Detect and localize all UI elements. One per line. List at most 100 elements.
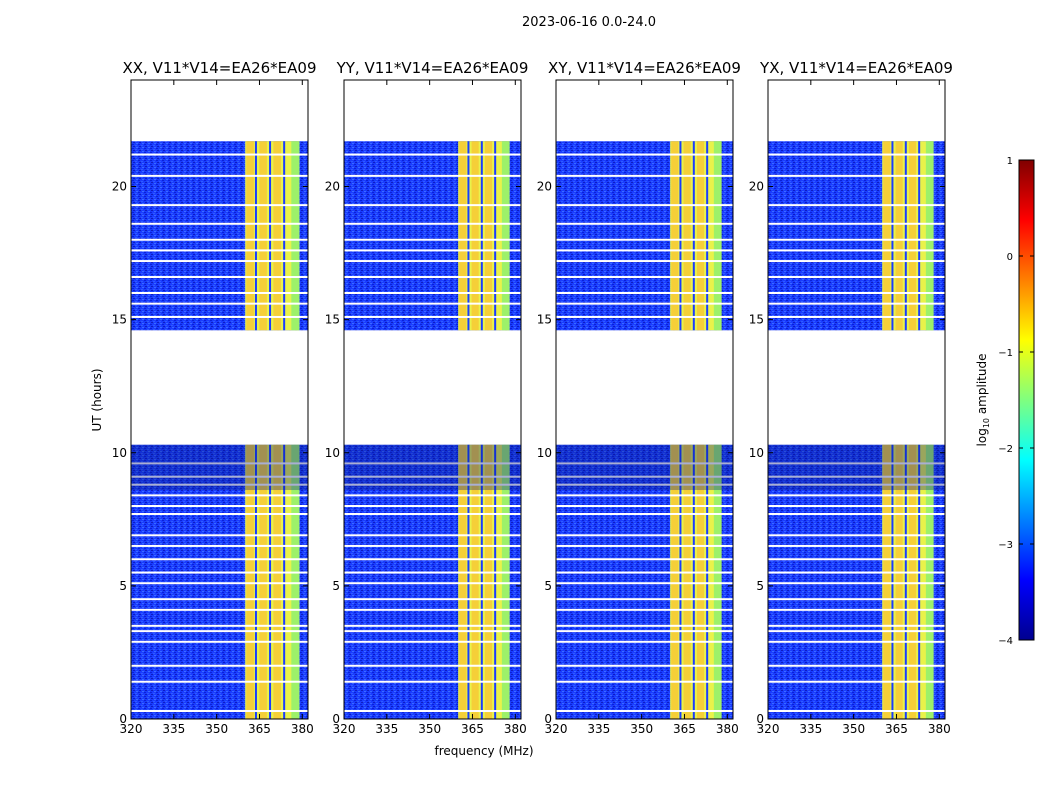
x-tick-label: 335 — [799, 722, 822, 736]
colorbar-tick-label: −2 — [998, 444, 1013, 455]
flagged-row — [344, 260, 521, 263]
flagged-row — [131, 483, 308, 486]
band-hot-column — [484, 141, 493, 331]
x-tick-label: 335 — [162, 722, 185, 736]
band-hot-column — [883, 141, 891, 331]
flagged-row — [344, 534, 521, 537]
band-edge-column — [501, 444, 510, 719]
flagged-row — [131, 238, 308, 241]
y-tick-label: 10 — [749, 446, 764, 460]
flagged-row — [768, 664, 945, 667]
band-gap-line — [706, 444, 709, 719]
panel-frame — [767, 79, 946, 720]
dense-flag-block — [768, 444, 945, 491]
flagged-row — [344, 558, 521, 561]
x-tick-label: 365 — [885, 722, 908, 736]
band-edge-column — [925, 141, 934, 331]
x-tick-label: 320 — [545, 722, 568, 736]
flagged-row — [344, 630, 521, 633]
y-tick-label: 10 — [537, 446, 552, 460]
band-hot-column — [259, 141, 267, 331]
flagged-row — [556, 571, 733, 574]
colorbar-tick-label: −3 — [998, 540, 1013, 551]
band-gap-line — [494, 444, 497, 719]
y-tick-label: 20 — [112, 180, 127, 194]
flagged-row — [556, 260, 733, 263]
y-tick-label: 0 — [756, 712, 764, 726]
flagged-row — [556, 249, 733, 252]
dense-flag-block — [556, 444, 733, 491]
y-tick-label: 15 — [537, 313, 552, 327]
flagged-row — [131, 534, 308, 537]
band-gap-line — [467, 444, 470, 719]
flagged-row — [344, 680, 521, 683]
flagged-row — [768, 292, 945, 294]
flagged-row — [556, 292, 733, 294]
flagged-row — [131, 292, 308, 294]
band-hot-column — [459, 141, 467, 331]
panel-frame — [555, 79, 734, 720]
flagged-row — [344, 292, 521, 294]
band-hot-column — [671, 141, 679, 331]
panel-0: XX, V11*V14=EA26*EA09 320 335 350 365 380 0 5 10… — [112, 59, 317, 736]
colorbar-gradient — [1018, 159, 1035, 641]
flagged-row — [768, 276, 945, 279]
band-gap-line — [283, 141, 286, 331]
flagged-row — [131, 302, 308, 305]
flagged-row — [768, 680, 945, 683]
flagged-row — [344, 204, 521, 207]
flagged-row — [768, 249, 945, 252]
flagged-row — [344, 302, 521, 305]
flagged-row — [344, 664, 521, 667]
flagged-row — [556, 598, 733, 601]
flagged-row — [131, 630, 308, 633]
flagged-row — [131, 505, 308, 507]
y-tick-label: 20 — [537, 180, 552, 194]
panel-3: YX, V11*V14=EA26*EA09 320 335 350 365 380 0 5 10… — [749, 59, 953, 736]
flagged-row — [131, 608, 308, 611]
flagged-row — [556, 238, 733, 241]
y-tick-label: 20 — [749, 180, 764, 194]
panel-title: YY, V11*V14=EA26*EA09 — [336, 59, 529, 77]
flagged-row — [344, 249, 521, 252]
y-tick-label: 15 — [112, 313, 127, 327]
flagged-row — [556, 544, 733, 547]
flagged-row — [344, 483, 521, 486]
band-gap-line — [679, 444, 682, 719]
flagged-row — [556, 302, 733, 305]
band-hot-column — [459, 444, 467, 719]
y-tick-label: 5 — [544, 579, 552, 593]
flagged-row — [768, 302, 945, 305]
flagged-row — [344, 582, 521, 585]
flagged-row — [768, 483, 945, 486]
band-hot-column — [671, 444, 679, 719]
panel-title: YX, V11*V14=EA26*EA09 — [759, 59, 953, 77]
signal-band — [458, 141, 510, 331]
band-gap-line — [254, 141, 257, 331]
y-tick-label: 0 — [119, 712, 127, 726]
flagged-row — [768, 558, 945, 561]
flagged-row — [768, 315, 945, 318]
flagged-row — [131, 276, 308, 279]
x-tick-label: 350 — [630, 722, 653, 736]
flagged-row — [556, 475, 733, 478]
signal-band — [245, 141, 300, 331]
flagged-row — [131, 222, 308, 225]
signal-band — [882, 141, 934, 331]
x-tick-label: 335 — [587, 722, 610, 736]
flagged-row — [131, 315, 308, 318]
flagged-row — [556, 558, 733, 561]
x-tick-label: 380 — [928, 722, 951, 736]
panel-frame — [343, 79, 522, 720]
flagged-row — [556, 630, 733, 633]
flagged-row — [344, 222, 521, 225]
x-tick-label: 365 — [461, 722, 484, 736]
band-hot-column — [696, 444, 705, 719]
x-tick-label: 380 — [291, 722, 314, 736]
flagged-row — [768, 512, 945, 515]
flagged-row — [768, 534, 945, 537]
flagged-row — [556, 505, 733, 507]
colorbar-tick-label: −4 — [998, 636, 1013, 647]
band-gap-line — [891, 141, 894, 331]
